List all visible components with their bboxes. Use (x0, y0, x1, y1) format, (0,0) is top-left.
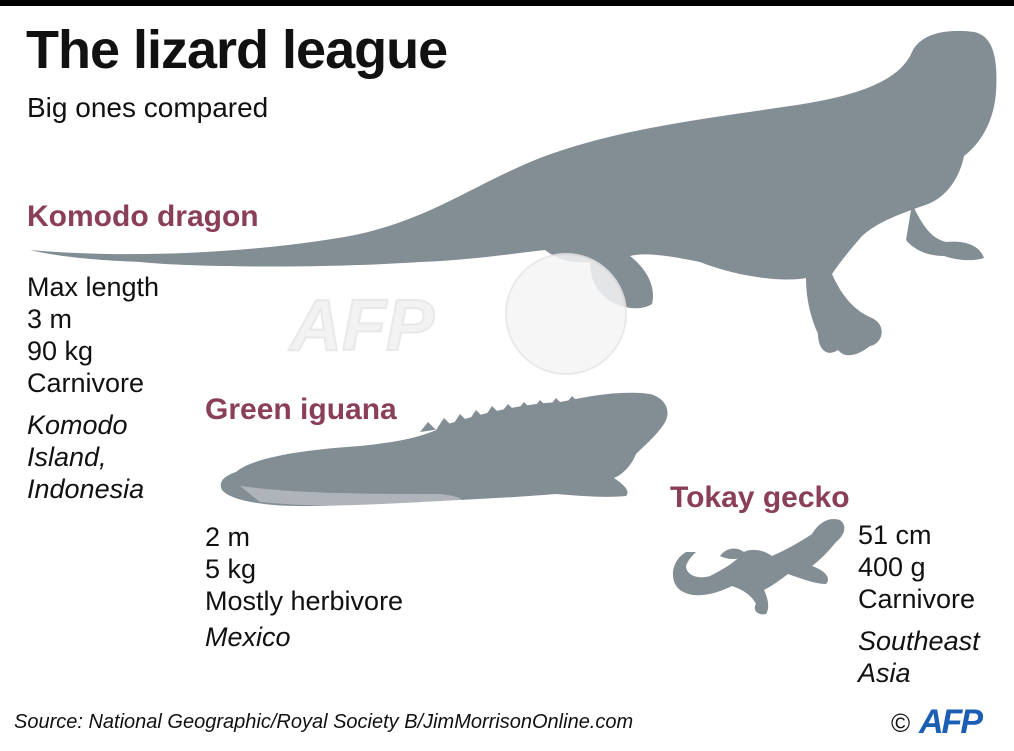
green-iguana-silhouette (220, 392, 668, 506)
komodo-facts: Max length 3 m 90 kg Carnivore Komodo Is… (27, 271, 159, 505)
gecko-length: 51 cm (858, 520, 932, 550)
gecko-diet: Carnivore (858, 584, 976, 614)
komodo-name: Komodo dragon (27, 200, 259, 233)
page-subtitle: Big ones compared (27, 92, 269, 123)
komodo-weight: 90 kg (27, 336, 94, 366)
komodo-habitat-line: Island, (27, 442, 107, 472)
gecko-habitat-line: Southeast (858, 626, 980, 656)
gecko-name: Tokay gecko (670, 481, 850, 514)
afp-logo-text: AFP (919, 703, 983, 741)
top-rule (0, 0, 1014, 6)
gecko-weight: 400 g (858, 552, 926, 582)
copyright-symbol: © (891, 708, 911, 738)
gecko-facts: 51 cm 400 g Carnivore Southeast Asia (858, 519, 980, 689)
iguana-habitat-line: Mexico (205, 622, 291, 652)
page-title: The lizard league (26, 20, 448, 80)
komodo-habitat-line: Komodo (27, 410, 128, 440)
source-note: Source: National Geographic/Royal Societ… (14, 711, 634, 733)
iguana-diet: Mostly herbivore (205, 586, 404, 616)
watermark: AFP (287, 253, 627, 375)
afp-logo: AFP (919, 703, 983, 741)
iguana-name: Green iguana (205, 393, 397, 426)
komodo-length: 3 m (27, 304, 73, 334)
svg-text:AFP: AFP (288, 286, 435, 366)
iguana-length: 2 m (205, 522, 251, 552)
iguana-weight: 5 kg (205, 554, 257, 584)
komodo-habitat-line: Indonesia (27, 474, 145, 504)
tokay-gecko-silhouette (672, 518, 845, 615)
komodo-dragon-silhouette (30, 30, 997, 356)
komodo-diet: Carnivore (27, 368, 145, 398)
iguana-facts: 2 m 5 kg Mostly herbivore Mexico (205, 521, 403, 653)
komodo-length-label: Max length (27, 272, 160, 302)
gecko-habitat-line: Asia (858, 658, 911, 688)
